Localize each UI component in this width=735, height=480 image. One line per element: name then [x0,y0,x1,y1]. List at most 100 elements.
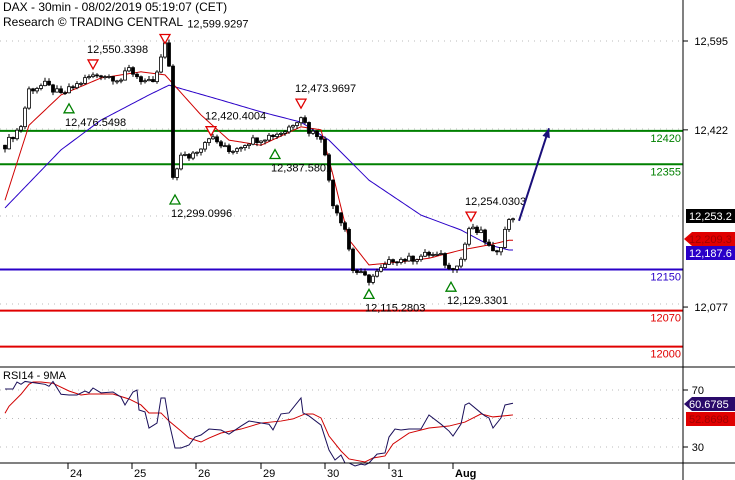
candle [503,228,507,248]
candle [375,270,379,277]
ma-fast-line [4,71,513,266]
chart-credit: Research © TRADING CENTRAL [3,15,183,29]
candle [471,226,475,230]
y-tick-label: 12,077 [694,302,728,314]
candle [147,79,151,82]
candle [179,154,183,170]
candle [35,88,39,92]
level-label-12355: 12355 [650,166,681,178]
candle [51,84,55,93]
candle [11,136,15,140]
candle [159,56,163,73]
trough-label: 12,129.3301 [447,295,508,307]
level-label-12420: 12420 [650,133,681,145]
candle [499,247,503,253]
candle [403,258,407,262]
candle [491,245,495,252]
candle [507,219,511,230]
peak-triangle-icon [204,126,218,138]
trough-label: 12,476.5498 [65,117,126,129]
candle [267,134,271,141]
candle [115,80,119,83]
candle [347,228,351,250]
ma-slow-value-label-box [686,246,735,260]
candle [479,229,483,233]
candle [367,274,371,283]
candle [63,92,67,95]
candle [203,142,207,150]
ma-slow-value-label: 12,187.6 [689,248,732,260]
candle [467,228,471,245]
candle [295,122,299,126]
candle [191,152,195,159]
candle [207,138,211,143]
candle [435,253,439,256]
peak-triangle-icon [158,33,172,45]
rsi-value-label-flag [684,397,735,411]
candle [103,76,107,79]
candle [263,139,267,142]
chart-title: DAX - 30min - 08/02/2019 05:19:07 (CET) [3,0,227,14]
candle [247,143,251,146]
candle [195,151,199,154]
candle [59,88,63,94]
candle [167,42,171,67]
x-tick-label: 26 [198,468,210,480]
peak-label: 12,473.9697 [295,83,356,95]
last-value-labels: 12,253.2 12,209.3 12,187.6 60.6785 52.8698 [684,209,735,426]
candle [163,42,167,58]
candle [19,126,23,131]
candle [275,133,279,137]
candle [279,132,283,135]
rsi-ma-value-label-box [686,412,735,426]
candle [407,255,411,262]
candle [391,259,395,263]
candle [111,76,115,82]
candle [495,250,499,253]
rsi-y-tick-label: 70 [692,385,704,397]
arrow-head-icon [542,128,550,139]
candle [107,76,111,78]
candle [511,218,515,221]
candle [227,145,231,153]
ma-slow-line [4,84,513,251]
candle [335,205,339,214]
candle [31,88,35,92]
peak-label: 12,254.0303 [465,196,526,208]
candle [339,212,343,224]
candle [23,107,27,128]
candle [483,229,487,243]
candle [327,154,331,181]
peak-label: 12,420.4004 [205,111,266,123]
level-label-12000: 12000 [650,349,681,361]
x-tick-label: 30 [327,468,339,480]
candle [271,134,275,137]
candle [27,88,31,109]
y-tick-label: 12,595 [694,36,728,48]
candle [235,148,239,152]
candle [431,254,435,256]
candle [215,136,219,143]
candle [415,259,419,262]
ma-fast-value-label: 12,209.3 [689,234,732,246]
candle [243,145,247,148]
moving-averages [4,71,513,266]
candle [15,129,19,140]
peak-label: 12,599.9297 [187,18,248,30]
candle [251,137,255,145]
candle [3,144,7,150]
trough-triangle-icon [168,193,182,205]
candle [291,125,295,128]
trough-triangle-icon [444,280,458,292]
projection-arrow-shaft [518,128,550,222]
peak-triangle-icon [294,98,308,110]
candle [151,79,155,83]
candle [283,131,287,134]
candle [79,82,83,85]
candle [223,145,227,148]
candle [343,222,347,230]
trough-label: 12,115.2803 [365,302,425,314]
candle [427,251,431,256]
last-price-label: 12,253.2 [689,211,732,223]
